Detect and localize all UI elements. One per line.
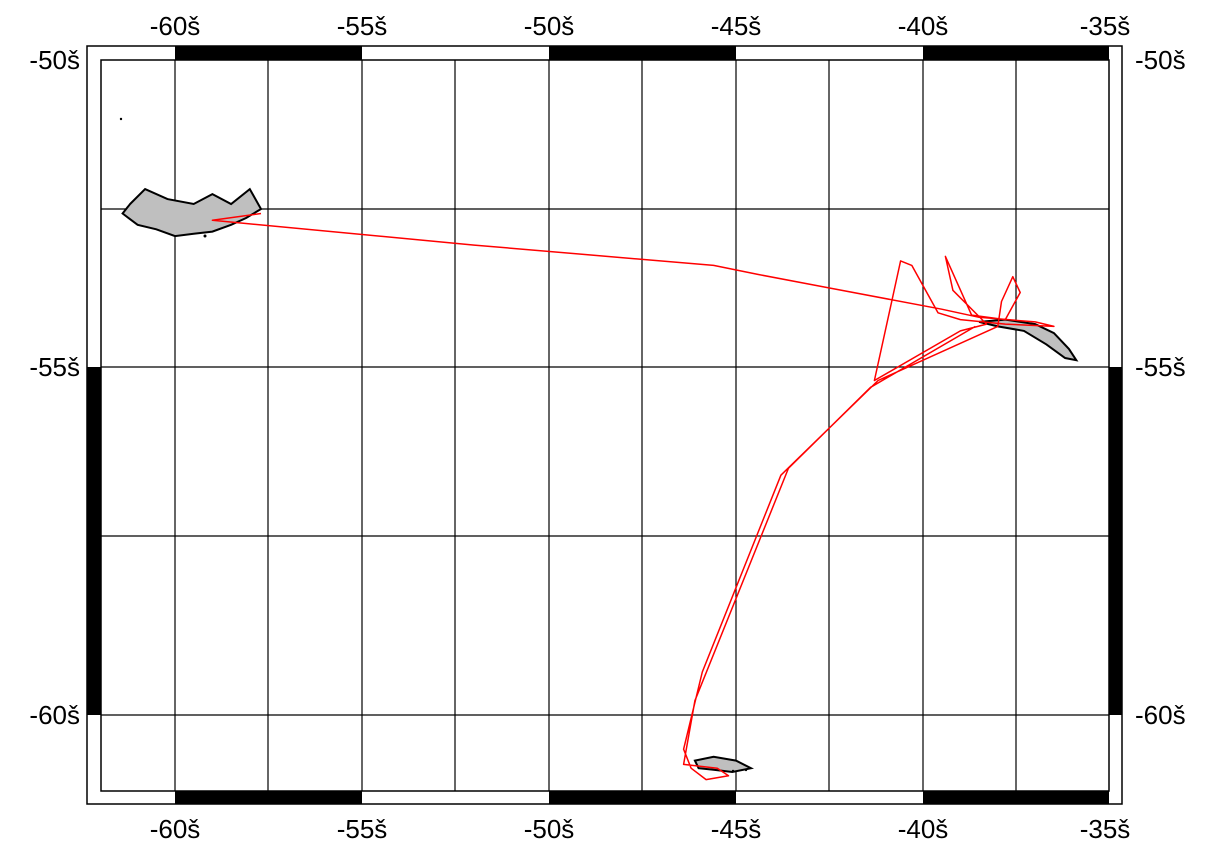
- islet: [731, 769, 735, 773]
- lat-label-right: -50š: [1135, 45, 1186, 75]
- lon-label-top: -55š: [337, 11, 388, 41]
- frame-bar-top-1: [175, 46, 362, 60]
- lon-label-bottom: -50š: [524, 814, 575, 844]
- frame-bar-bottom-1: [175, 791, 362, 804]
- land-mass: [978, 318, 1079, 362]
- frame-bar-top-2: [549, 46, 736, 60]
- lon-label-top: -45š: [711, 11, 762, 41]
- lat-label-left: -55š: [29, 352, 80, 382]
- islet: [744, 768, 748, 772]
- lon-label-bottom: -40š: [898, 814, 949, 844]
- frame-bar-left: [87, 367, 101, 715]
- islet: [203, 234, 207, 238]
- frame-bar-bottom-3: [923, 791, 1109, 804]
- frame-bar-top-3: [923, 46, 1109, 60]
- lon-label-bottom: -35š: [1080, 814, 1131, 844]
- lon-label-bottom: -60š: [150, 814, 201, 844]
- lat-label-right: -60š: [1135, 700, 1186, 730]
- land-mass: [121, 187, 263, 238]
- lat-label-left: -60š: [29, 700, 80, 730]
- islet: [119, 117, 123, 121]
- graticule: [101, 60, 1109, 791]
- lon-label-bottom: -55š: [337, 814, 388, 844]
- frame-bar-bottom-2: [549, 791, 736, 804]
- land-layer: [121, 187, 1079, 774]
- lat-label-left: -50š: [29, 45, 80, 75]
- lon-label-bottom: -45š: [711, 814, 762, 844]
- lon-label-top: -40š: [898, 11, 949, 41]
- frame-bar-right: [1109, 367, 1122, 715]
- ship-track-line: [211, 212, 1055, 781]
- land-mass: [693, 755, 755, 774]
- lon-label-top: -60š: [150, 11, 201, 41]
- lat-label-right: -55š: [1135, 352, 1186, 382]
- lon-label-top: -50š: [524, 11, 575, 41]
- lon-label-top: -35š: [1080, 11, 1131, 41]
